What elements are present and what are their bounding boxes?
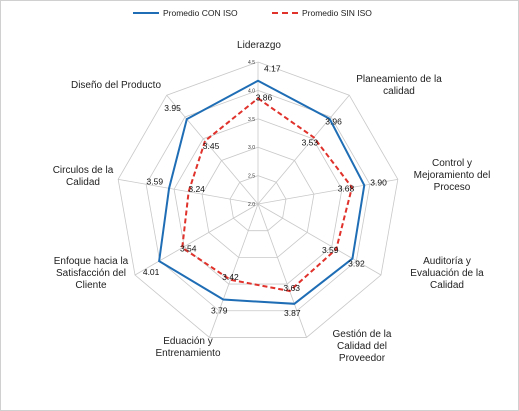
grid-spoke [257, 178, 398, 205]
data-label-sin-iso: 3.42 [222, 272, 239, 282]
data-label-con-iso: 3.92 [348, 259, 365, 269]
grid-ring [117, 61, 399, 338]
data-label-con-iso: 3.90 [370, 177, 387, 187]
legend-label-con-iso: Promedio CON ISO [163, 8, 238, 18]
tick-label: 3.5 [248, 117, 255, 123]
grid-spoke [134, 203, 259, 276]
data-label-con-iso: 3.79 [211, 306, 228, 316]
data-label-con-iso: 4.01 [143, 267, 160, 277]
series-line-con-iso [158, 79, 366, 305]
series-line-sin-iso [181, 97, 354, 293]
tick-label: 2.0 [248, 202, 255, 208]
data-label-sin-iso: 3.45 [203, 141, 220, 151]
axis-label: Enfoque hacia la Satisfacción del Cliente [54, 256, 129, 291]
data-label-con-iso: 3.59 [147, 176, 164, 186]
grid-spoke [118, 178, 259, 205]
data-label-con-iso: 3.95 [164, 103, 181, 113]
legend-swatch-con-iso [133, 12, 159, 14]
data-label-con-iso: 3.87 [284, 308, 301, 318]
data-label-con-iso: 3.96 [325, 117, 342, 127]
grid-ring [145, 89, 371, 312]
data-label-sin-iso: 3.54 [180, 244, 197, 254]
axis-label: Diseño del Producto [71, 80, 161, 91]
data-label-sin-iso: 3.63 [283, 283, 300, 293]
data-label-sin-iso: 3.68 [338, 183, 355, 193]
data-label-sin-iso: 3.53 [302, 137, 319, 147]
axis-label: Gestión de la Calidad del Proveedor [333, 329, 392, 364]
tick-label: 2.5 [248, 174, 255, 180]
grid-ring [201, 146, 315, 258]
axis-label: Planeamiento de la calidad [356, 74, 442, 97]
data-label-con-iso: 4.17 [264, 64, 281, 74]
data-label-sin-iso: 3.24 [188, 184, 205, 194]
axis-label: Liderazgo [237, 40, 281, 51]
legend-label-sin-iso: Promedio SIN ISO [302, 8, 372, 18]
grid-spoke [257, 203, 307, 338]
grid-spoke [209, 203, 259, 338]
legend: Promedio CON ISO Promedio SIN ISO [0, 8, 519, 22]
axis-label: Auditoría y Evaluación de la Calidad [410, 256, 484, 291]
data-label-sin-iso: 3.86 [256, 92, 273, 102]
axis-label: Eduación y Entrenamiento [155, 336, 220, 359]
data-label-sin-iso: 3.59 [322, 245, 339, 255]
grid-spoke [166, 94, 259, 205]
tick-label: 4.5 [248, 60, 255, 66]
grid-spoke [257, 203, 382, 276]
axis-label: Circulos de la Calidad [53, 165, 114, 188]
grid-ring [229, 175, 287, 232]
tick-label: 4.0 [248, 88, 255, 94]
legend-item-sin-iso: Promedio SIN ISO [272, 8, 372, 18]
axis-label: Control y Mejoramiento del Proceso [414, 158, 491, 193]
legend-item-con-iso: Promedio CON ISO [133, 8, 238, 18]
grid-spoke [257, 94, 350, 205]
tick-label: 3.0 [248, 145, 255, 151]
legend-swatch-sin-iso [272, 12, 298, 14]
